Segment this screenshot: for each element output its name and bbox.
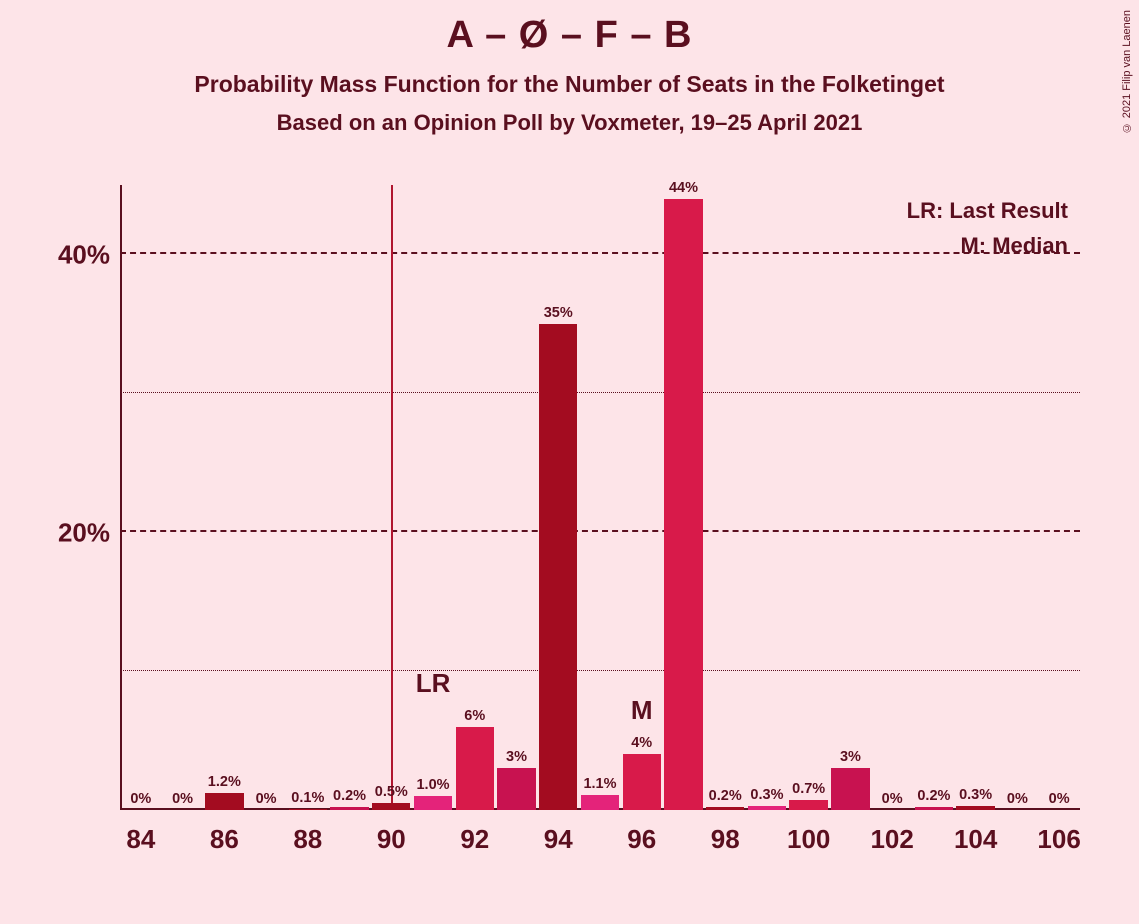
bar: 0.5% [372,803,410,810]
x-tick-label: 94 [544,824,573,855]
x-tick-label: 96 [627,824,656,855]
m-marker-label: M [631,695,653,726]
x-tick-label: 92 [460,824,489,855]
bar-value-label: 0.2% [333,788,366,804]
bar: 3% [831,768,869,810]
bar-value-label: 0.2% [709,788,742,804]
x-tick-label: 84 [126,824,155,855]
grid-line-minor [120,670,1080,671]
x-tick-label: 88 [293,824,322,855]
bar: 0.2% [915,807,953,810]
bar-value-label: 0.1% [291,790,324,806]
bar-value-label: 0.3% [959,787,992,803]
bar: 6% [456,727,494,810]
bar-value-label: 3% [506,749,527,765]
bar: 35% [539,324,577,810]
grid-line-minor [120,392,1080,393]
lr-marker-label: LR [416,668,451,699]
bar-value-label: 0.3% [750,787,783,803]
bar-value-label: 0.5% [375,784,408,800]
x-tick-label: 86 [210,824,239,855]
bar-value-label: 0.2% [917,788,950,804]
bar-value-label: 44% [669,180,698,196]
copyright-text: © 2021 Filip van Laenen [1121,10,1133,133]
bar: 1.1% [581,795,619,810]
bar-value-label: 1.2% [208,774,241,790]
x-tick-label: 98 [711,824,740,855]
bar-value-label: 0% [882,791,903,807]
y-axis [120,185,122,810]
bar-value-label: 0% [1007,791,1028,807]
x-tick-label: 102 [870,824,913,855]
title-block: A – Ø – F – B Probability Mass Function … [0,0,1139,136]
bar-value-label: 0% [130,791,151,807]
y-tick-label: 40% [58,240,110,271]
chart-plot-area: LR: Last Result M: Median 20%40%0%0%1.2%… [120,185,1080,810]
bar: 0.3% [956,806,994,810]
y-tick-label: 20% [58,518,110,549]
chart-subtitle-2: Based on an Opinion Poll by Voxmeter, 19… [0,110,1139,136]
bar: 3% [497,768,535,810]
bar-value-label: 35% [544,305,573,321]
bar-value-label: 4% [631,735,652,751]
bar: 0.3% [748,806,786,810]
chart-subtitle-1: Probability Mass Function for the Number… [0,71,1139,98]
x-tick-label: 90 [377,824,406,855]
bar: 0.2% [706,807,744,810]
bar: 0.1% [289,809,327,810]
bar: 4% [623,754,661,810]
bar-value-label: 0% [1049,791,1070,807]
bar-value-label: 0% [172,791,193,807]
bar: 44% [664,199,702,810]
chart-title: A – Ø – F – B [0,14,1139,57]
bar-value-label: 0.7% [792,781,825,797]
x-tick-label: 104 [954,824,997,855]
x-tick-label: 106 [1037,824,1080,855]
x-tick-label: 100 [787,824,830,855]
lr-vertical-line [391,185,393,810]
legend-m: M: Median [907,228,1068,263]
bar-value-label: 1.0% [416,777,449,793]
grid-line-major [120,530,1080,532]
bar: 1.2% [205,793,243,810]
bar-value-label: 0% [256,791,277,807]
bar: 0.2% [330,807,368,810]
bar-value-label: 1.1% [583,776,616,792]
grid-line-major [120,252,1080,254]
legend-lr: LR: Last Result [907,193,1068,228]
bar-value-label: 3% [840,749,861,765]
bar: 0.7% [789,800,827,810]
bar: 1.0% [414,796,452,810]
bar-value-label: 6% [464,708,485,724]
